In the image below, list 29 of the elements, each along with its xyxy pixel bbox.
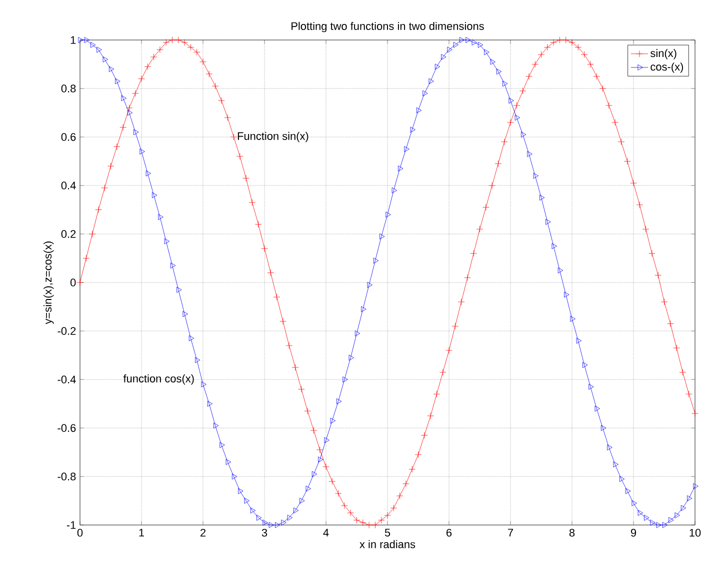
x-tick-label: 1 bbox=[139, 528, 144, 536]
x-tick-label: 5 bbox=[384, 528, 390, 536]
x-tick-label: 0 bbox=[77, 528, 83, 537]
x-tick-label: 4 bbox=[323, 528, 329, 536]
chart-title: Plotting two functions in two dimensions bbox=[292, 22, 484, 32]
x-tick-label: 9 bbox=[630, 528, 636, 537]
y-tick-label: 0.4 bbox=[61, 182, 76, 190]
annotation: function cos(x) bbox=[123, 374, 194, 385]
x-tick-label: 2 bbox=[200, 528, 206, 537]
y-tick-label: 0.6 bbox=[61, 133, 76, 141]
x-axis-title: x in radians bbox=[360, 540, 416, 548]
x-tick-label: 6 bbox=[446, 528, 452, 537]
y-tick-label: 0.2 bbox=[61, 230, 76, 238]
x-tick-label: 8 bbox=[569, 528, 575, 537]
y-tick-label: 0.8 bbox=[61, 84, 76, 92]
y-tick-label: -0.8 bbox=[58, 472, 76, 480]
annotation: Function sin(x) bbox=[238, 132, 308, 142]
legend-label: cos-(x) bbox=[650, 62, 683, 73]
y-tick-label: 1 bbox=[70, 36, 76, 44]
y-tick-label: -0.4 bbox=[58, 376, 76, 384]
x-tick-label: 7 bbox=[508, 528, 514, 536]
x-tick-label: 3 bbox=[262, 528, 268, 537]
y-tick-label: -0.2 bbox=[58, 327, 76, 335]
y-tick-label: 0 bbox=[70, 278, 76, 286]
legend-label: sin(x) bbox=[650, 49, 676, 60]
y-tick-label: -0.6 bbox=[58, 424, 76, 432]
y-axis-title: y=sin(x),z=cos(x) bbox=[44, 241, 54, 324]
x-tick-label: 10 bbox=[690, 528, 701, 537]
y-tick-label: -1 bbox=[66, 521, 76, 529]
